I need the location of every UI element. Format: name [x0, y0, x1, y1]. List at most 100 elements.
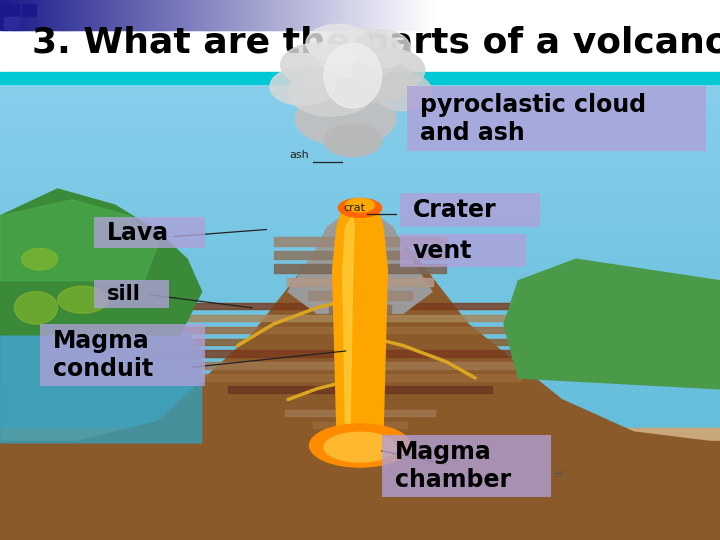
- Bar: [0, 0, 720, 84]
- Bar: [253, 0, 258, 30]
- Bar: [248, 0, 252, 30]
- Bar: [0, 468, 720, 483]
- Bar: [328, 0, 333, 30]
- Bar: [0, 72, 720, 84]
- Bar: [141, 0, 145, 30]
- Bar: [26, 0, 30, 30]
- Bar: [0, 280, 720, 289]
- Bar: [0, 482, 720, 497]
- Bar: [0, 144, 720, 152]
- Bar: [4, 4, 19, 16]
- Bar: [0, 394, 720, 403]
- Bar: [369, 0, 373, 30]
- Bar: [0, 212, 720, 221]
- FancyBboxPatch shape: [382, 435, 551, 497]
- Bar: [274, 0, 278, 30]
- Bar: [325, 0, 330, 30]
- Bar: [46, 0, 50, 30]
- Bar: [132, 0, 137, 30]
- Bar: [357, 0, 361, 30]
- Bar: [32, 0, 36, 30]
- Bar: [0, 387, 720, 395]
- Bar: [109, 0, 114, 30]
- Bar: [429, 0, 433, 30]
- Bar: [348, 0, 353, 30]
- Bar: [98, 0, 102, 30]
- Bar: [245, 0, 249, 30]
- Ellipse shape: [338, 198, 382, 217]
- Bar: [0, 455, 720, 464]
- FancyBboxPatch shape: [40, 324, 205, 386]
- Bar: [207, 0, 212, 30]
- Bar: [204, 0, 209, 30]
- Bar: [0, 425, 720, 434]
- Bar: [28, 303, 692, 309]
- Bar: [130, 0, 134, 30]
- Bar: [66, 0, 71, 30]
- Bar: [86, 0, 91, 30]
- Bar: [57, 315, 663, 321]
- Text: ash: ash: [290, 150, 310, 160]
- Bar: [17, 0, 22, 30]
- Ellipse shape: [270, 68, 335, 105]
- Bar: [72, 0, 76, 30]
- Bar: [81, 0, 85, 30]
- Bar: [0, 295, 720, 304]
- Bar: [89, 0, 94, 30]
- FancyBboxPatch shape: [94, 280, 169, 308]
- Bar: [115, 0, 120, 30]
- Bar: [143, 350, 577, 357]
- Bar: [418, 0, 422, 30]
- Bar: [305, 0, 310, 30]
- Bar: [176, 0, 180, 30]
- Bar: [75, 0, 79, 30]
- Bar: [0, 509, 720, 517]
- Bar: [0, 83, 720, 91]
- Bar: [3, 0, 7, 30]
- Bar: [22, 4, 36, 16]
- FancyBboxPatch shape: [94, 217, 205, 248]
- Bar: [251, 0, 255, 30]
- Bar: [85, 327, 635, 333]
- Bar: [271, 0, 275, 30]
- Bar: [311, 0, 315, 30]
- Bar: [0, 265, 720, 274]
- Bar: [0, 494, 720, 502]
- Bar: [360, 0, 364, 30]
- Bar: [49, 0, 53, 30]
- Bar: [415, 0, 419, 30]
- Bar: [256, 398, 464, 404]
- Bar: [334, 0, 338, 30]
- Bar: [0, 356, 720, 365]
- Bar: [0, 448, 720, 456]
- Bar: [389, 0, 393, 30]
- Bar: [107, 0, 111, 30]
- Bar: [121, 0, 125, 30]
- Text: er: er: [554, 469, 564, 479]
- Bar: [372, 0, 376, 30]
- Bar: [228, 386, 492, 393]
- Bar: [294, 0, 298, 30]
- Bar: [287, 278, 433, 286]
- Bar: [55, 0, 59, 30]
- Bar: [0, 501, 720, 510]
- Bar: [0, 311, 720, 320]
- Bar: [374, 0, 379, 30]
- Bar: [179, 0, 183, 30]
- Bar: [233, 0, 238, 30]
- Polygon shape: [333, 211, 387, 443]
- Bar: [342, 434, 378, 440]
- Bar: [52, 0, 56, 30]
- Text: vent: vent: [413, 239, 472, 262]
- Bar: [409, 0, 413, 30]
- Bar: [14, 0, 19, 30]
- Bar: [193, 0, 197, 30]
- Bar: [282, 0, 287, 30]
- Bar: [35, 0, 39, 30]
- Bar: [340, 0, 344, 30]
- Bar: [0, 197, 720, 205]
- Bar: [161, 0, 166, 30]
- Bar: [0, 136, 720, 145]
- Bar: [43, 0, 48, 30]
- Ellipse shape: [288, 68, 374, 116]
